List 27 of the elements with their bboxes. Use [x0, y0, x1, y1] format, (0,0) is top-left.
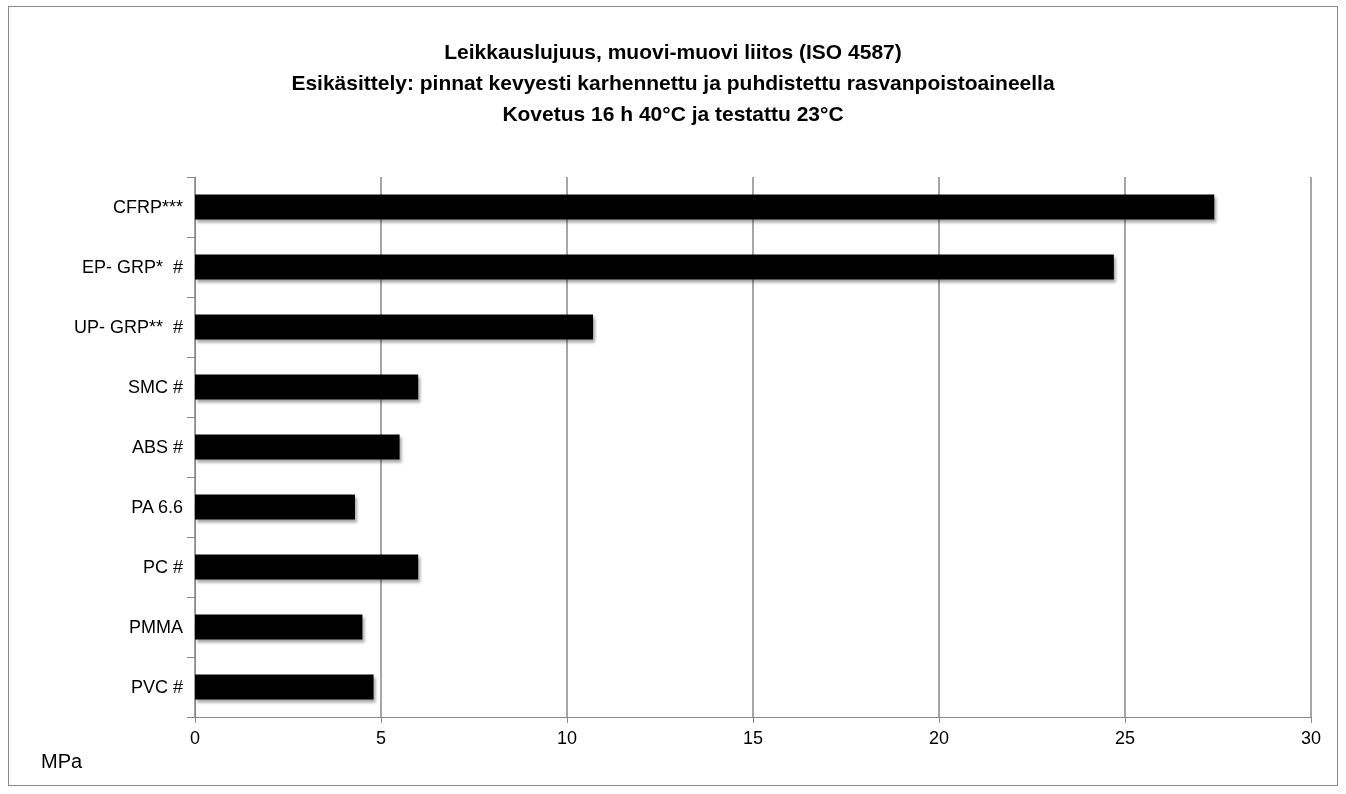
- y-tick-label: CFRP***: [112, 197, 183, 217]
- bar: [195, 434, 400, 460]
- x-tick-label: 15: [742, 728, 764, 748]
- bar: [195, 374, 419, 400]
- y-tick-label: SMC #: [127, 377, 183, 397]
- bar: [195, 554, 419, 580]
- bar: [195, 254, 1114, 280]
- chart-title: Leikkauslujuus, muovi-muovi liitos (ISO 4587) Esikäsittely: pinnat kevyesti karhennettu ja puhdistettu rasvanpoistoaineella Kovetus 16 h 40°C ja testattu 23°C: [291, 40, 1055, 125]
- y-tick-label: PMMA: [129, 617, 183, 637]
- x-tick-label: 25: [1114, 728, 1136, 748]
- bar: [195, 194, 1215, 220]
- bar: [195, 674, 374, 700]
- bar: [195, 614, 363, 640]
- x-tick-label: 5: [375, 728, 387, 748]
- x-axis-title: MPa: [41, 750, 83, 772]
- y-tick-label: PVC #: [130, 677, 183, 697]
- bar: [195, 494, 355, 520]
- x-tick-label: 30: [1300, 728, 1322, 748]
- x-tick-label: 20: [928, 728, 950, 748]
- y-tick-label: PC #: [142, 557, 183, 577]
- y-tick-label: ABS #: [131, 437, 183, 457]
- x-tick-label: 0: [189, 728, 201, 748]
- y-tick-label: UP- GRP** #: [73, 317, 183, 337]
- y-tick-label: EP- GRP* #: [81, 257, 183, 277]
- bar: [195, 314, 594, 340]
- y-tick-label: PA 6.6: [131, 497, 183, 517]
- x-tick-label: 10: [556, 728, 578, 748]
